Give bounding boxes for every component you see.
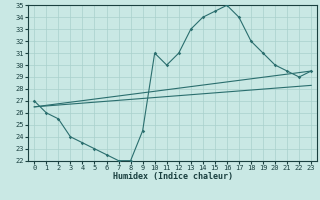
X-axis label: Humidex (Indice chaleur): Humidex (Indice chaleur): [113, 172, 233, 181]
